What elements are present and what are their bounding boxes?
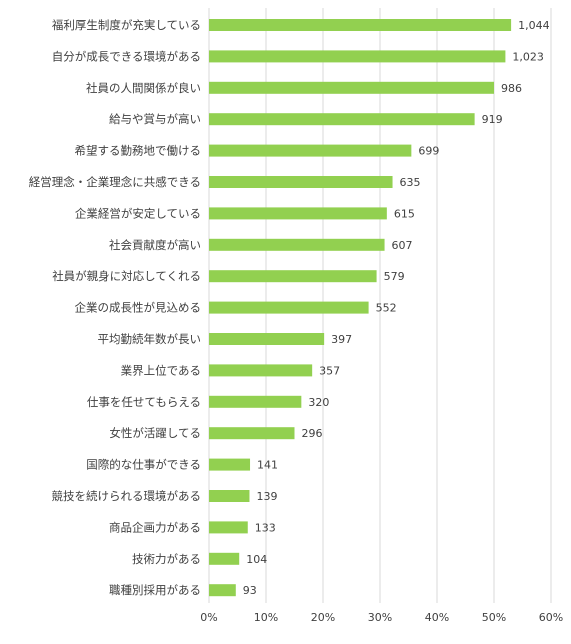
bar [209,552,240,565]
value-label: 357 [319,364,340,377]
bar [209,19,512,31]
x-tick-label: 10% [254,611,278,624]
bar [209,270,377,283]
x-tick-label: 0% [200,611,217,624]
category-label: 給与や賞与が高い [109,112,201,126]
category-label: 希望する勤務地で働ける [75,144,202,158]
bar [209,395,302,408]
category-label: 社員の人間関係が良い [86,81,201,95]
category-label: 職種別採用がある [109,583,201,597]
bar [209,427,295,440]
value-label: 141 [257,459,278,472]
category-label: 社会貢献度が高い [109,238,201,252]
category-label: 企業の成長性が見込める [75,301,202,315]
value-label: 1,044 [518,19,550,32]
bar [209,458,251,471]
x-tick-label: 20% [311,611,335,624]
x-tick-label: 40% [425,611,449,624]
category-label: 技術力がある [132,552,201,566]
x-tick-label: 30% [368,611,392,624]
bar [209,364,313,377]
category-label: 経営理念・企業理念に共感できる [29,175,201,189]
bar [209,333,325,345]
value-label: 986 [501,82,522,95]
x-tick-label: 60% [539,611,563,624]
bar [209,176,393,188]
value-label: 579 [384,270,405,283]
bar [209,584,236,597]
category-label: 平均勤続年数が長い [98,332,202,346]
bar [209,50,506,63]
value-label: 699 [418,145,439,158]
category-label: 社員が親身に対応してくれる [52,269,201,283]
bar [209,113,475,126]
bar [209,238,385,251]
value-label: 552 [376,302,397,315]
x-tick-label: 50% [482,611,506,624]
category-label: 企業経営が安定している [75,206,201,220]
value-label: 615 [394,207,415,220]
category-label: 福利厚生制度が充実している [52,18,201,32]
value-label: 919 [482,113,503,126]
value-label: 296 [302,427,323,440]
category-label: 業界上位である [121,363,201,377]
category-label: 競技を続けられる環境がある [52,489,202,503]
bar [209,521,248,534]
category-label: 国際的な仕事ができる [86,458,201,472]
value-label: 320 [308,396,329,409]
bar [209,490,250,502]
bar [209,207,387,220]
value-label: 397 [331,333,352,346]
category-label: 自分が成長できる環境がある [52,49,201,63]
bar [209,81,494,94]
value-label: 104 [246,553,267,566]
value-label: 133 [255,521,276,534]
bar [209,301,369,314]
value-label: 607 [392,239,413,252]
value-label: 93 [243,584,257,597]
category-label: 仕事を任せてもらえる [87,395,201,409]
value-label: 1,023 [512,50,544,63]
value-label: 139 [256,490,277,503]
value-label: 635 [400,176,421,189]
category-label: 女性が活躍してる [109,426,201,440]
category-label: 商品企画力がある [109,520,201,534]
bar [209,144,412,157]
